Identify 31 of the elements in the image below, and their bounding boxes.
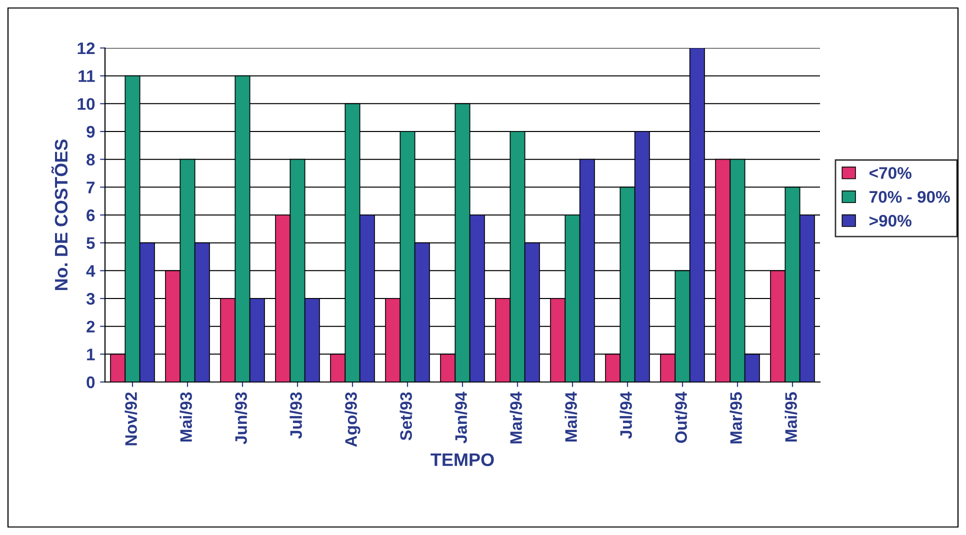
x-tick-label: Mai/95 <box>784 392 798 442</box>
y-tick-label: 10 <box>78 98 95 110</box>
x-tick-label: Mai/93 <box>180 392 192 442</box>
x-tick-label: Ago/93 <box>344 392 360 447</box>
y-tick-label: 4 <box>86 265 96 277</box>
y-tick-label: 11 <box>78 70 95 82</box>
y-tick-label: 3 <box>86 292 95 305</box>
y-tick-label: 8 <box>86 154 95 166</box>
x-tick-label: Jul/93 <box>290 392 302 439</box>
y-tick-label: 1 <box>87 348 95 360</box>
y-axis-title: No. DE COSTÕES <box>51 139 68 290</box>
x-tick-label: Out/94 <box>674 392 688 443</box>
x-tick-label: Set/93 <box>400 392 412 440</box>
x-tick-label: Mai/94 <box>564 392 578 442</box>
legend-label: 70% - 90% <box>870 190 950 203</box>
y-tick-label: 6 <box>86 209 95 222</box>
x-axis-title: TEMPO <box>430 453 494 466</box>
legend-label: >90% <box>870 214 912 227</box>
y-tick-label: 0 <box>86 376 95 388</box>
x-tick-label: Jan/94 <box>454 392 468 444</box>
x-tick-label: Jul/94 <box>620 392 632 439</box>
x-tick-label: Nov/92 <box>124 392 138 446</box>
y-tick-label: 7 <box>86 182 95 194</box>
y-tick-label: 12 <box>78 42 95 54</box>
y-tick-label: 9 <box>86 126 95 138</box>
x-tick-label: Mar/95 <box>730 392 742 444</box>
y-tick-label: 2 <box>86 320 95 332</box>
x-tick-label: Jun/93 <box>234 392 248 444</box>
x-tick-label: Mar/94 <box>510 392 522 444</box>
legend-label: <70% <box>870 167 912 179</box>
y-tick-label: 5 <box>86 237 95 250</box>
